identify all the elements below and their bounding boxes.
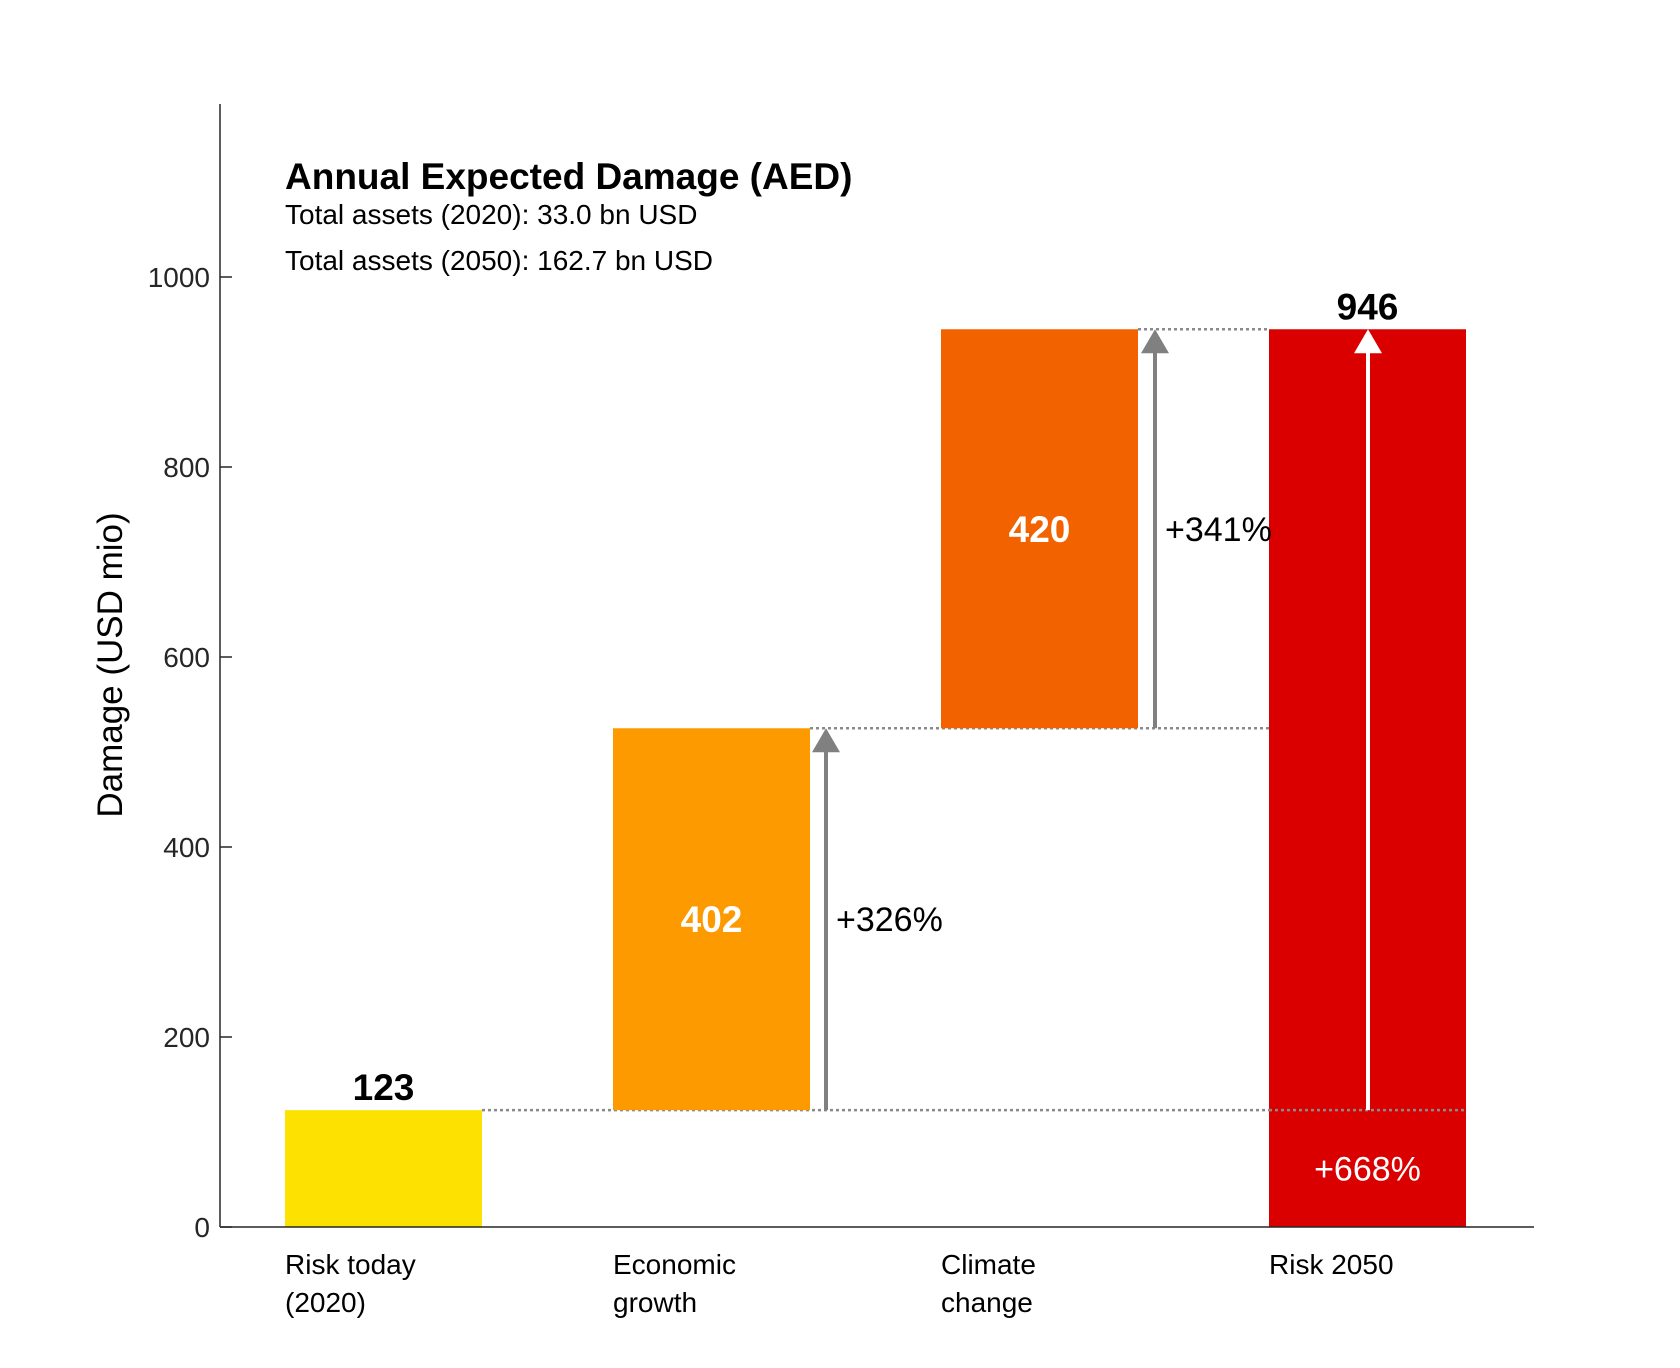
x-category-label: growth (613, 1287, 697, 1318)
bars-group (285, 329, 1466, 1227)
y-tick-label: 400 (163, 832, 210, 863)
x-category-label: Risk today (285, 1249, 416, 1280)
y-ticks: 0 200 400 600 800 1000 (148, 262, 232, 1243)
y-axis-label: Damage (USD mio) (91, 512, 130, 817)
axes (219, 104, 1534, 1228)
y-tick-label: 0 (194, 1212, 210, 1243)
bar-value-label: 402 (681, 899, 743, 940)
x-category-label: (2020) (285, 1287, 366, 1318)
y-tick-label: 200 (163, 1022, 210, 1053)
bar (285, 1110, 482, 1227)
x-category-label: Economic (613, 1249, 736, 1280)
y-tick-label: 800 (163, 452, 210, 483)
y-tick-label: 1000 (148, 262, 210, 293)
value-labels: 123 402 420 946 +326% +341% +668% (353, 286, 1421, 1188)
subtitle-line-1: Total assets (2020): 33.0 bn USD (285, 199, 697, 230)
arrow-head (1141, 329, 1169, 354)
x-category-label: Risk 2050 (1269, 1249, 1394, 1280)
bar (941, 329, 1138, 729)
x-category-label: change (941, 1287, 1033, 1318)
y-tick-label: 600 (163, 642, 210, 673)
change-percent-label: +326% (836, 901, 943, 939)
x-category-label: Climate (941, 1249, 1036, 1280)
bar-value-label: 946 (1337, 286, 1399, 327)
x-category-labels: Risk today (2020) Economic growth Climate cha… (285, 1249, 1394, 1318)
bar-value-label: 420 (1009, 509, 1071, 550)
arrow-head (1354, 329, 1382, 354)
change-percent-label: +668% (1314, 1151, 1421, 1189)
subtitle-line-2: Total assets (2050): 162.7 bn USD (285, 245, 713, 276)
bar-value-label: 123 (353, 1067, 415, 1108)
change-arrows (812, 329, 1382, 1111)
chart-title: Annual Expected Damage (AED) (285, 156, 852, 197)
change-percent-label: +341% (1165, 511, 1272, 549)
arrow-head (812, 728, 840, 753)
bar (613, 728, 810, 1111)
